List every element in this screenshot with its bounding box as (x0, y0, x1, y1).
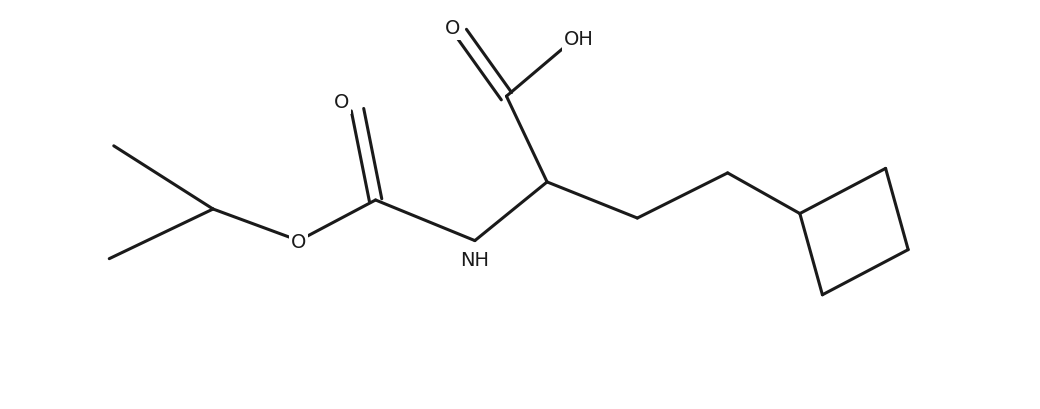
Text: NH: NH (461, 251, 490, 270)
Text: O: O (291, 233, 307, 252)
Text: OH: OH (564, 30, 594, 49)
Text: O: O (445, 19, 460, 38)
Text: O: O (334, 93, 349, 112)
